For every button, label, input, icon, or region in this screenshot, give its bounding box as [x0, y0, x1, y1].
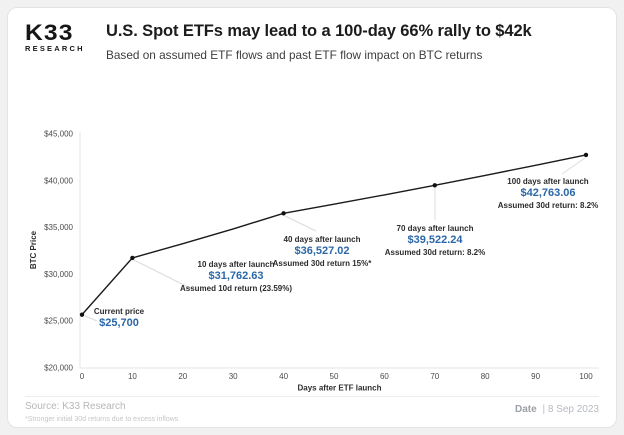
- annotation-connector: [84, 315, 98, 322]
- x-tick-label: 0: [80, 372, 85, 381]
- y-tick-label: $30,000: [44, 270, 73, 279]
- date-block: Date | 8 Sep 2023: [515, 404, 599, 415]
- x-tick-label: 70: [430, 372, 439, 381]
- data-point-marker: [432, 183, 437, 188]
- y-tick-label: $35,000: [44, 223, 73, 232]
- chart-card: K33 RESEARCH U.S. Spot ETFs may lead to …: [7, 7, 617, 428]
- k33-logo: K33 RESEARCH: [25, 22, 105, 54]
- data-point-marker: [583, 152, 589, 158]
- logo-subtext: RESEARCH: [25, 44, 85, 53]
- source-block: Source: K33 Research *Stronger initial 3…: [25, 401, 178, 425]
- footer-divider: [25, 396, 599, 397]
- chart-svg: $45,000 $40,000 $35,000 $30,000 $25,000 $20,0…: [29, 130, 599, 393]
- data-point-marker: [130, 255, 135, 261]
- x-tick-label: 10: [128, 372, 137, 381]
- data-point-marker: [79, 312, 85, 317]
- y-tick-label: $40,000: [44, 176, 73, 185]
- x-tick-label: 60: [380, 372, 389, 381]
- logo-wordmark: K33: [25, 20, 74, 45]
- page-subtitle: Based on assumed ETF flows and past ETF …: [106, 48, 483, 62]
- annotation-connector: [284, 215, 317, 232]
- x-tick-label: 50: [330, 372, 339, 381]
- x-tick-label: 80: [481, 372, 490, 381]
- y-tick-label: $25,000: [44, 317, 73, 326]
- date-label: Date: [514, 404, 537, 415]
- x-tick-label: 20: [178, 372, 187, 381]
- chart: $45,000 $40,000 $35,000 $30,000 $25,000 $20,0…: [21, 113, 605, 393]
- data-point-marker: [281, 211, 286, 216]
- annotation-connector: [561, 157, 586, 175]
- source-text: Source: K33 Research: [25, 401, 126, 412]
- y-tick-label: $45,000: [44, 130, 73, 139]
- y-tick-label: $20,000: [44, 364, 73, 373]
- date-value: | 8 Sep 2023: [542, 404, 599, 415]
- page-title: U.S. Spot ETFs may lead to a 100-day 66%…: [106, 22, 532, 40]
- x-tick-label: 30: [229, 372, 238, 381]
- x-tick-label: 40: [279, 372, 288, 381]
- y-axis-title: BTC Price: [29, 230, 38, 269]
- price-line: [81, 154, 587, 316]
- annotation-connector: [133, 259, 193, 290]
- x-tick-label: 100: [579, 372, 593, 381]
- x-axis-title: Days after ETF launch: [297, 384, 381, 393]
- axis-lines: [79, 132, 599, 369]
- x-tick-label: 90: [531, 372, 540, 381]
- footnote-text: *Stronger initial 30d returns due to exc…: [25, 416, 179, 423]
